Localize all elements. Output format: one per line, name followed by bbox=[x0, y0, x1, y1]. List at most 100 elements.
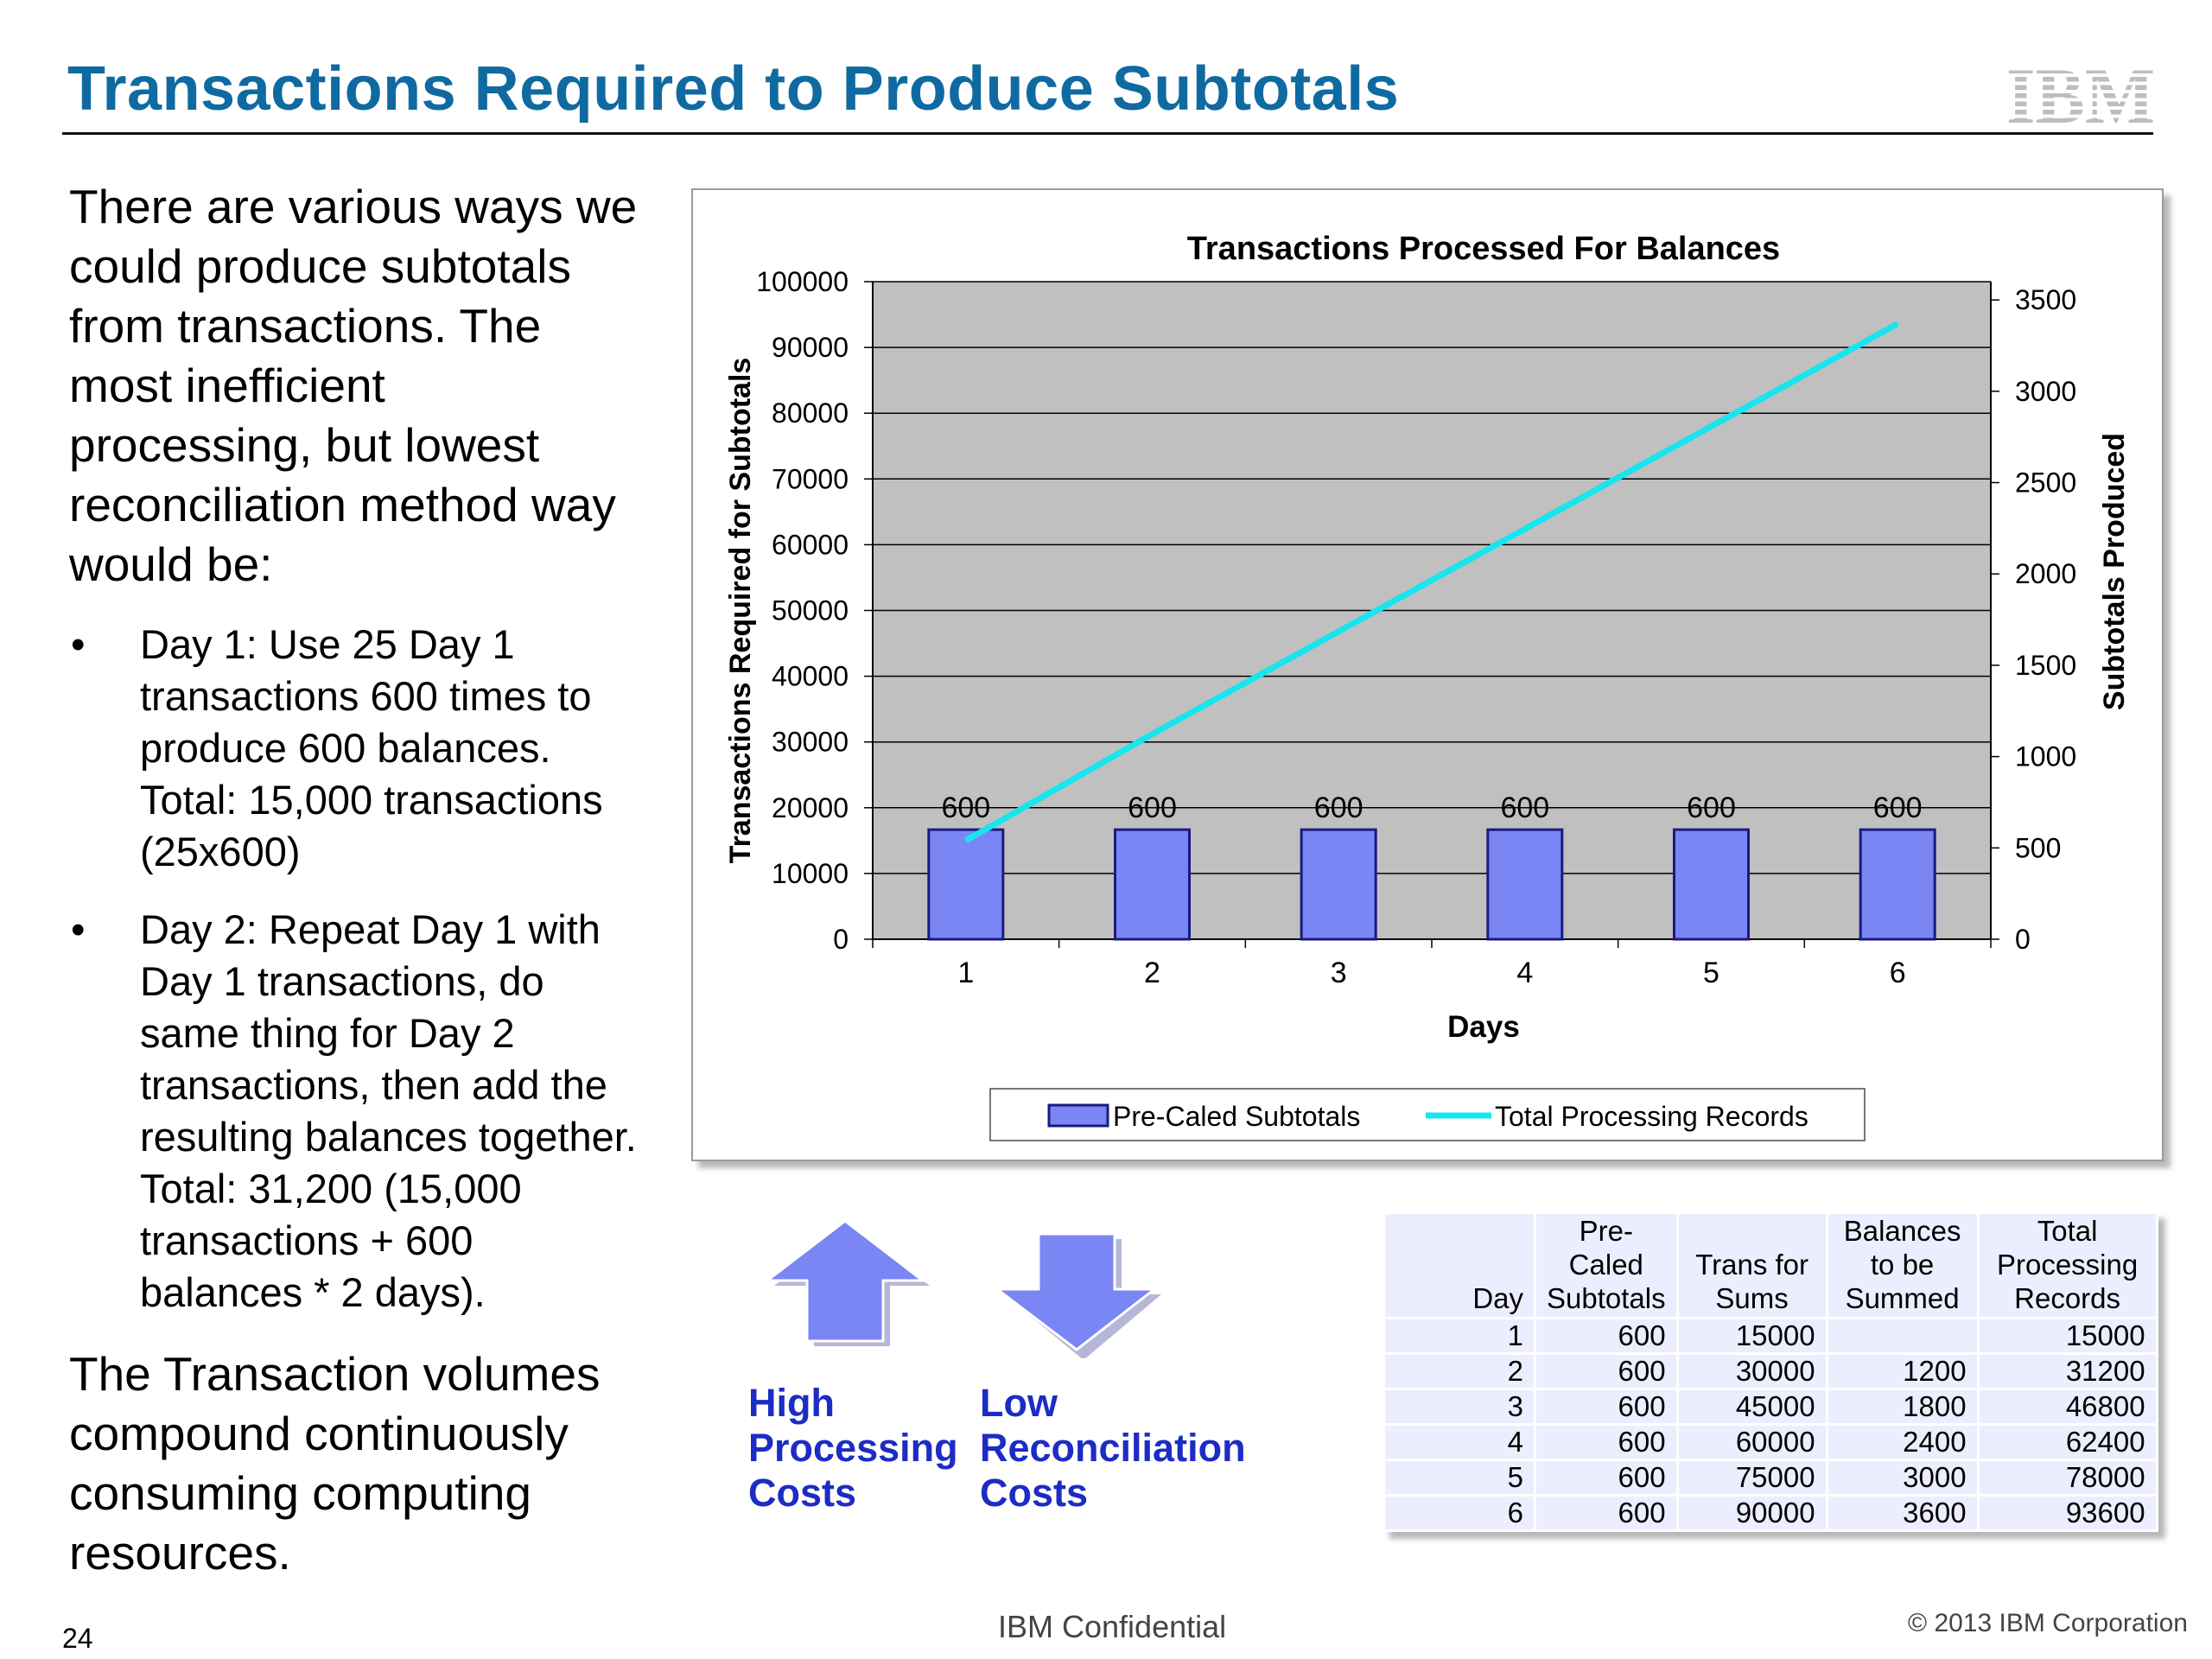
y2-tick-label: 3000 bbox=[2015, 376, 2076, 407]
bullet-item: • Day 1: Use 25 Day 1 transactions 600 ti… bbox=[69, 619, 639, 878]
table-cell: 4 bbox=[1382, 1423, 1536, 1461]
table-cell: 600 bbox=[1534, 1494, 1679, 1532]
bullet-dot: • bbox=[71, 906, 86, 952]
bar-data-label: 600 bbox=[1873, 791, 1923, 824]
bullet-dot: • bbox=[71, 621, 86, 667]
table-cell: 31200 bbox=[1976, 1352, 2158, 1390]
table-cell: 600 bbox=[1534, 1317, 1679, 1355]
table-cell: 1 bbox=[1382, 1317, 1536, 1355]
y-tick-label: 0 bbox=[833, 924, 849, 955]
copyright-label: © 2013 IBM Corporation bbox=[1908, 1609, 2188, 1637]
bar bbox=[1859, 828, 1936, 941]
table-cell: 6 bbox=[1382, 1494, 1536, 1532]
y-tick-label: 90000 bbox=[772, 332, 849, 363]
low-reconciliation-costs-label: Low Reconciliation Costs bbox=[980, 1381, 1246, 1515]
x-axis-title: Days bbox=[1447, 1010, 1520, 1044]
slide-title: Transactions Required to Produce Subtota… bbox=[67, 54, 1400, 124]
closing-paragraph: The Transaction volumes compound continu… bbox=[69, 1347, 601, 1580]
y2-tick-label: 1000 bbox=[2015, 741, 2076, 772]
column-header: Balances to be Summed bbox=[1825, 1211, 1980, 1319]
column-header: Pre-Caled Subtotals bbox=[1534, 1211, 1679, 1319]
y2-tick-label: 1500 bbox=[2015, 650, 2076, 681]
table-cell: 600 bbox=[1534, 1423, 1679, 1461]
table-cell: 30000 bbox=[1675, 1352, 1828, 1390]
bullet-item: • Day 2: Repeat Day 1 with Day 1 transact… bbox=[69, 904, 639, 1319]
line-series bbox=[964, 321, 1899, 843]
y-axis-title: Transactions Required for Subtotals bbox=[724, 358, 757, 864]
table-row: 5 600 75000 3000 78000 bbox=[1382, 1459, 2158, 1497]
x-tick-label: 5 bbox=[1703, 957, 1719, 989]
column-header: Day bbox=[1382, 1211, 1536, 1319]
chart-title: Transactions Processed For Balances bbox=[1187, 231, 1780, 267]
bullet-text: Day 1: Use 25 Day 1 transactions 600 tim… bbox=[140, 621, 603, 874]
y-tick-label: 20000 bbox=[772, 792, 849, 823]
chart-container: Transactions Processed For Balances 0 1000… bbox=[691, 188, 2164, 1161]
title-divider bbox=[62, 132, 2153, 135]
y2-tick-label: 0 bbox=[2015, 924, 2031, 955]
intro-paragraph: There are various ways we could produce … bbox=[69, 180, 638, 591]
y-tick-label: 100000 bbox=[756, 266, 849, 297]
bar-data-label: 600 bbox=[1500, 791, 1549, 824]
bar bbox=[1486, 828, 1564, 941]
body-text: There are various ways we could produce … bbox=[69, 177, 639, 1583]
confidential-label: IBM Confidential bbox=[998, 1609, 1227, 1644]
bar-data-label: 600 bbox=[1314, 791, 1363, 824]
table-cell: 2 bbox=[1382, 1352, 1536, 1390]
bar-data-label: 600 bbox=[941, 791, 990, 824]
bar bbox=[1673, 828, 1750, 941]
y-tick-label: 40000 bbox=[772, 661, 849, 692]
table-cell: 3000 bbox=[1825, 1459, 1980, 1497]
column-header: Total Processing Records bbox=[1976, 1211, 2158, 1319]
table-cell: 60000 bbox=[1675, 1423, 1828, 1461]
y-tick-label: 50000 bbox=[772, 595, 849, 626]
table-cell: 62400 bbox=[1976, 1423, 2158, 1461]
table-cell: 3600 bbox=[1825, 1494, 1980, 1532]
table-row: 4 600 60000 2400 62400 bbox=[1382, 1423, 2158, 1461]
bullet-list: • Day 1: Use 25 Day 1 transactions 600 ti… bbox=[69, 619, 639, 1319]
bar-data-label: 600 bbox=[1128, 791, 1177, 824]
bar bbox=[927, 828, 1005, 941]
y2-tick-label: 3500 bbox=[2015, 284, 2076, 315]
ibm-logo: IBM bbox=[2006, 60, 2155, 126]
x-tick-label: 2 bbox=[1144, 957, 1160, 989]
table-cell: 90000 bbox=[1675, 1494, 1828, 1532]
table-row: 2 600 30000 1200 31200 bbox=[1382, 1352, 2158, 1390]
y-tick-label: 80000 bbox=[772, 397, 849, 429]
bar bbox=[1114, 828, 1191, 941]
table-row: 1 600 15000 15000 bbox=[1382, 1317, 2158, 1355]
table-cell: 2400 bbox=[1825, 1423, 1980, 1461]
table-cell: 15000 bbox=[1976, 1317, 2158, 1355]
y-tick-label: 30000 bbox=[772, 727, 849, 758]
table-cell: 93600 bbox=[1976, 1494, 2158, 1532]
legend-line-label: Total Processing Records bbox=[1495, 1101, 1808, 1132]
y2-tick-label: 500 bbox=[2015, 832, 2061, 863]
table-header-row: Day Pre-Caled Subtotals Trans for Sums B… bbox=[1382, 1211, 2158, 1319]
y2-axis-title: Subtotals Produced bbox=[2098, 433, 2131, 710]
combo-chart: Transactions Processed For Balances 0 1000… bbox=[724, 231, 2131, 1141]
table-cell bbox=[1825, 1317, 1980, 1355]
up-arrow-icon bbox=[763, 1219, 930, 1346]
column-header: Trans for Sums bbox=[1675, 1211, 1828, 1319]
table-cell: 78000 bbox=[1976, 1459, 2158, 1497]
x-tick-label: 6 bbox=[1890, 957, 1906, 989]
ibm-logo-text: IBM bbox=[2006, 60, 2155, 126]
table-cell: 600 bbox=[1534, 1459, 1679, 1497]
bullet-text: Day 2: Repeat Day 1 with Day 1 transacti… bbox=[140, 906, 637, 1315]
x-tick-label: 4 bbox=[1516, 957, 1533, 989]
data-table: Day Pre-Caled Subtotals Trans for Sums B… bbox=[1382, 1211, 2158, 1532]
table-cell: 1800 bbox=[1825, 1388, 1980, 1426]
x-tick-label: 1 bbox=[957, 957, 974, 989]
bar-data-label: 600 bbox=[1687, 791, 1736, 824]
y-tick-label: 70000 bbox=[772, 463, 849, 494]
legend-bar-label: Pre-Caled Subtotals bbox=[1113, 1101, 1360, 1132]
x-tick-label: 3 bbox=[1331, 957, 1347, 989]
table-row: 6 600 90000 3600 93600 bbox=[1382, 1494, 2158, 1532]
table-cell: 75000 bbox=[1675, 1459, 1828, 1497]
table-cell: 46800 bbox=[1976, 1388, 2158, 1426]
down-arrow-icon bbox=[994, 1232, 1161, 1358]
table-cell: 1200 bbox=[1825, 1352, 1980, 1390]
y2-tick-label: 2000 bbox=[2015, 558, 2076, 589]
high-processing-costs-label: High Processing Costs bbox=[748, 1381, 958, 1515]
legend-bar-swatch bbox=[1047, 1103, 1109, 1128]
table-cell: 600 bbox=[1534, 1352, 1679, 1390]
